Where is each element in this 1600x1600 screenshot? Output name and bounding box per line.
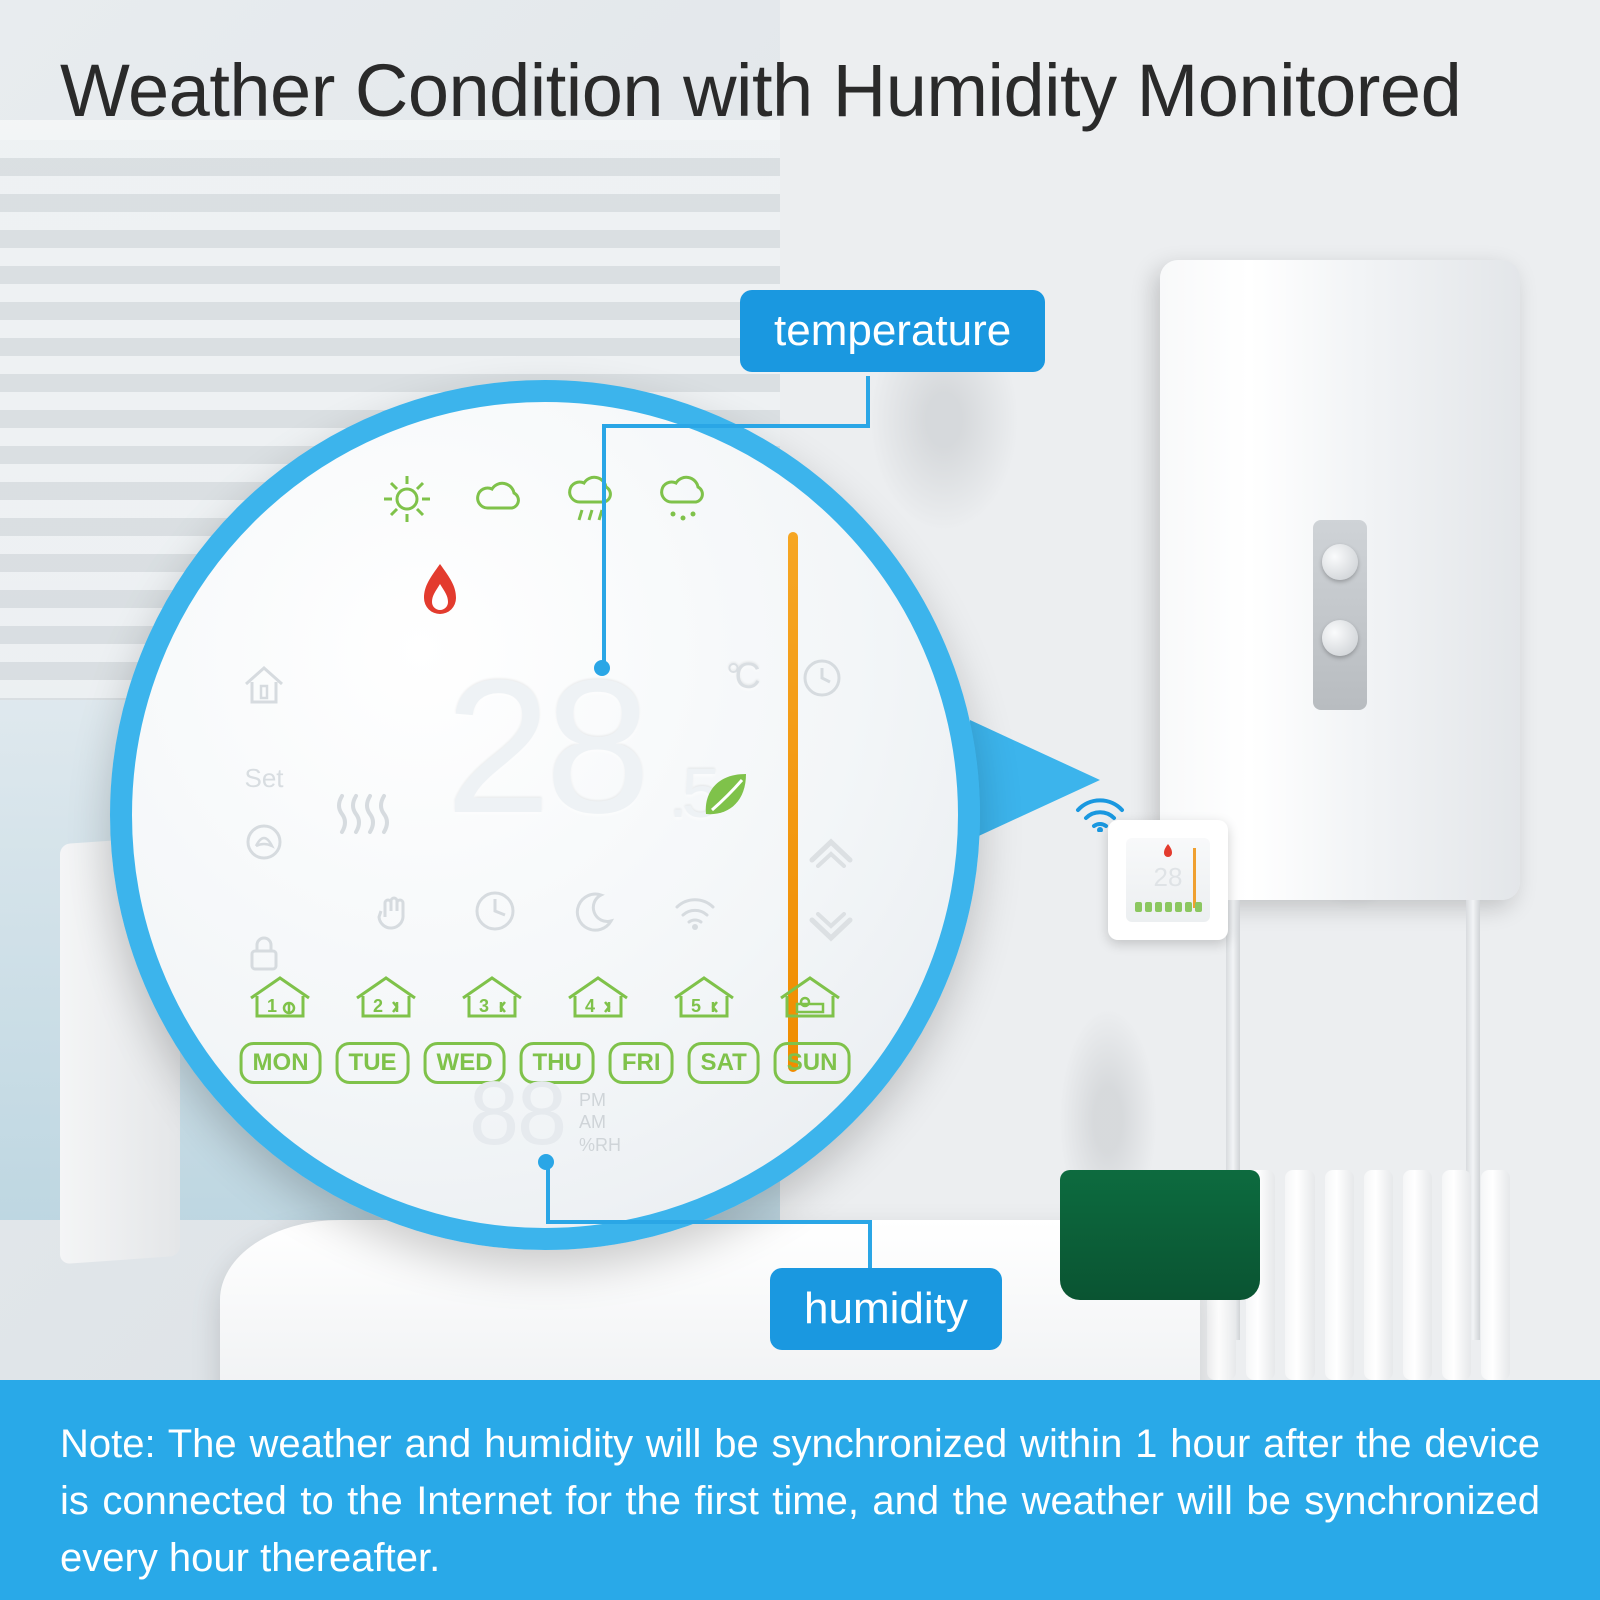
manual-icon — [371, 887, 419, 940]
day-pill: MON — [240, 1042, 322, 1084]
rh-line: AM — [579, 1111, 621, 1134]
cloud-snow-icon — [656, 472, 710, 531]
humidity-display: 88 PM AM %RH — [469, 1063, 621, 1166]
period-icon: 4 — [556, 972, 640, 1025]
leader-dot — [538, 1154, 554, 1170]
home-temp-icon — [242, 662, 286, 713]
moon-icon — [571, 887, 619, 940]
page-title: Weather Condition with Humidity Monitore… — [60, 48, 1461, 133]
left-icon-column: Set — [242, 662, 286, 982]
rh-line: PM — [579, 1089, 621, 1112]
svg-text:3: 3 — [479, 996, 489, 1016]
leader-line — [602, 424, 870, 428]
period-icon: 5 — [662, 972, 746, 1025]
mode-icons-row — [371, 887, 719, 940]
rh-line: %RH — [579, 1134, 621, 1157]
day-pill: TUE — [336, 1042, 410, 1084]
temperature-display: 28 .5 °C — [445, 652, 644, 842]
period-icon — [768, 972, 852, 1025]
mini-temp: 28 — [1126, 862, 1210, 893]
period-icon: 3 — [450, 972, 534, 1025]
period-row: 1 2 3 4 5 — [238, 972, 852, 1025]
heating-wave-icon — [332, 790, 392, 843]
day-pill: SAT — [688, 1042, 760, 1084]
infographic-canvas: 28 Weather Condition with Humidity Monit… — [0, 0, 1600, 1600]
magnified-thermostat: Set 28 .5 °C — [110, 380, 980, 1250]
svg-text:4: 4 — [585, 996, 595, 1016]
eco-icon — [242, 820, 286, 871]
leaf-icon — [694, 762, 758, 831]
temp-unit: °C — [726, 658, 754, 694]
leader-line — [546, 1220, 872, 1224]
heater-control-panel — [1313, 520, 1367, 710]
schedule-clock-icon — [471, 887, 519, 940]
cloud-icon — [472, 472, 526, 531]
temp-value: 28 — [445, 641, 644, 853]
rh-value: 88 — [469, 1063, 565, 1166]
leader-line — [868, 1220, 872, 1272]
wifi-small-icon — [671, 887, 719, 940]
cloud-rain-icon — [564, 472, 618, 531]
svg-text:5: 5 — [691, 996, 701, 1016]
wall-thermostat: 28 — [1108, 820, 1228, 940]
sun-icon — [380, 472, 434, 531]
period-icon: 1 — [238, 972, 322, 1025]
day-pill: SUN — [774, 1042, 851, 1084]
flame-icon — [412, 562, 468, 629]
svg-text:2: 2 — [373, 996, 383, 1016]
callout-pointer — [970, 720, 1100, 840]
humidity-label: humidity — [770, 1268, 1002, 1350]
weather-icons-row — [380, 472, 710, 531]
chevron-down-icon — [804, 912, 858, 953]
leader-line — [546, 1166, 550, 1224]
leader-line — [602, 424, 606, 664]
green-towel — [1060, 1170, 1260, 1300]
leader-dot — [594, 660, 610, 676]
leader-line — [866, 376, 870, 424]
temperature-label: temperature — [740, 290, 1045, 372]
svg-text:1: 1 — [267, 996, 277, 1016]
heater-dial — [1322, 620, 1358, 656]
period-icon: 2 — [344, 972, 428, 1025]
clock-icon — [800, 656, 844, 705]
water-heater — [1160, 260, 1520, 900]
set-label: Set — [244, 763, 283, 794]
note-banner: Note: The weather and humidity will be s… — [0, 1380, 1600, 1600]
heater-dial — [1322, 544, 1358, 580]
chevron-up-icon — [804, 832, 858, 873]
